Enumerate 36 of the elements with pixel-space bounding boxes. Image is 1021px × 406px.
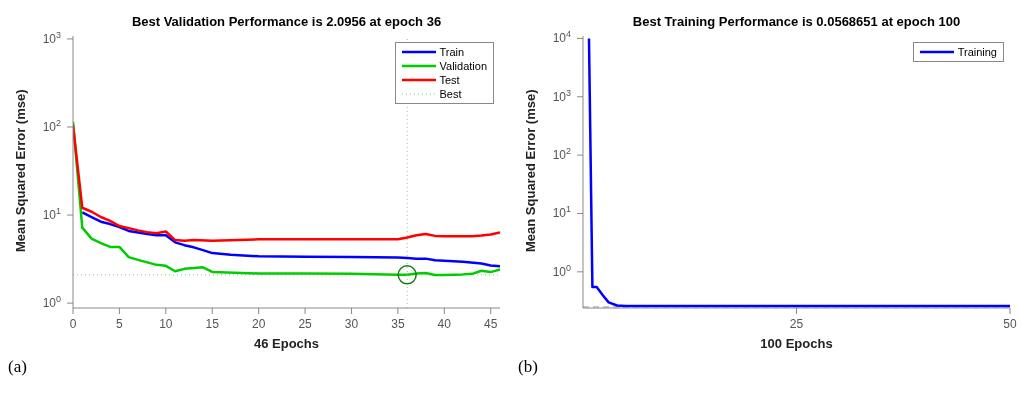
legend-label: Train [439, 45, 465, 59]
x-tick-label: 45 [484, 317, 498, 331]
y-tick-label: 10$^{1}$ [42, 206, 61, 223]
x-tick-label: 25 [298, 317, 313, 331]
x-tick-label: 5 [116, 317, 124, 331]
line-series [81, 211, 500, 268]
chart-title: Best Training Performance is 0.0568651 at epoch 100 [631, 14, 962, 29]
y-tick-label: 10$^{0}$ [552, 262, 571, 279]
y-tick-label: 10$^{0}$ [42, 294, 61, 311]
legend-label: Best [439, 87, 462, 101]
legend-label: Validation [439, 59, 487, 73]
legend-label: Test [439, 73, 460, 87]
x-tick-label: 50 [1003, 317, 1017, 331]
x-tick-label: 25 [789, 317, 804, 331]
y-tick-label: 10$^{3}$ [42, 29, 61, 46]
x-tick-label: 10 [159, 317, 173, 331]
x-axis-title: 46 Epochs [253, 336, 320, 351]
x-tick-label: 40 [437, 317, 452, 331]
y-axis-title: Mean Squared Error (mse) [12, 89, 28, 252]
legend-label: Training [957, 45, 997, 59]
text: (b) [518, 357, 539, 377]
y-tick-label: 10$^{2}$ [552, 146, 571, 163]
text: (a) [8, 357, 28, 377]
x-tick-label: 35 [391, 317, 405, 331]
x-axis-title: 100 Epochs [760, 336, 833, 351]
line-series [587, 37, 1010, 308]
x-tick-label: 20 [251, 317, 266, 331]
chart-title: Best Validation Performance is 2.0956 at epoch 36 [130, 14, 443, 29]
y-axis-title: Mean Squared Error (mse) [522, 89, 538, 252]
y-tick-label: 10$^{1}$ [552, 204, 571, 221]
x-tick-label: 0 [69, 317, 77, 331]
x-tick-label: 15 [205, 317, 220, 331]
y-tick-label: 10$^{4}$ [552, 29, 571, 46]
y-tick-label: 10$^{3}$ [552, 87, 571, 104]
y-tick-label: 10$^{2}$ [42, 118, 61, 134]
x-tick-label: 30 [344, 317, 359, 331]
